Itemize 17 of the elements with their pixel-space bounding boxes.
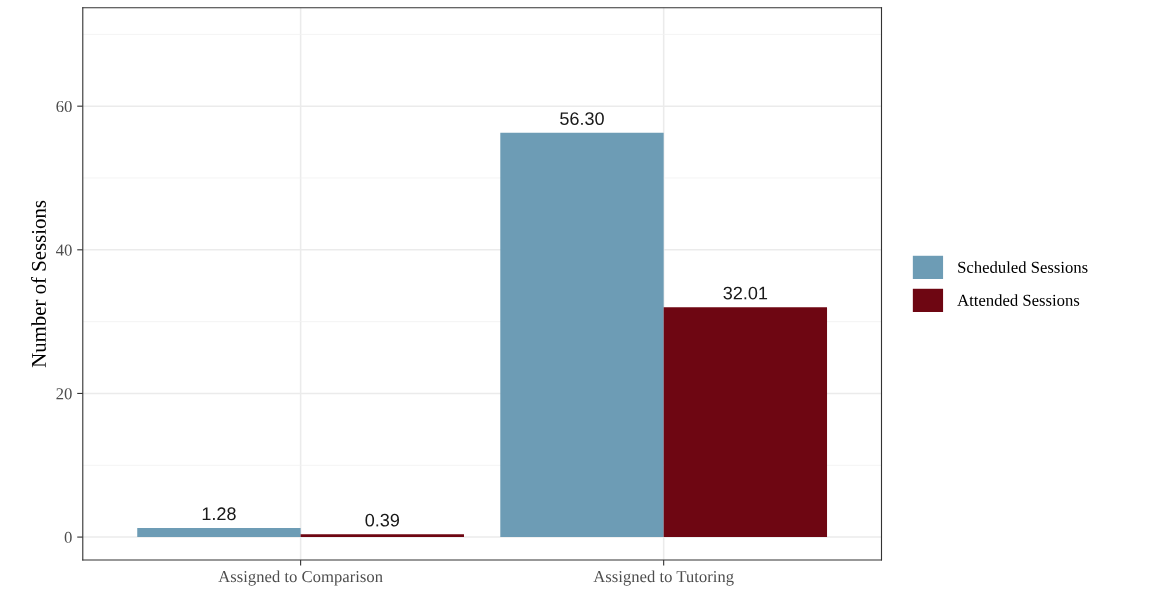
bar [663,307,828,538]
bar [500,132,664,538]
x-tick-label: Assigned to Tutoring [593,570,734,586]
y-axis-title: Number of Sessions [31,200,46,368]
data-label: 1.28 [202,507,236,521]
legend-label: Attended Sessions [957,294,1080,306]
y-tick-label: 0 [64,531,72,544]
x-tick-label: Assigned to Comparison [218,570,383,586]
data-label: 56.30 [560,112,604,126]
data-label: 0.39 [365,513,400,527]
bar [137,527,301,538]
legend-label: Scheduled Sessions [958,261,1088,273]
bar [300,534,464,538]
data-label: 32.01 [723,286,768,300]
y-tick-label: 60 [56,100,72,113]
y-tick-label: 40 [56,244,72,256]
y-tick-label: 20 [56,388,72,400]
